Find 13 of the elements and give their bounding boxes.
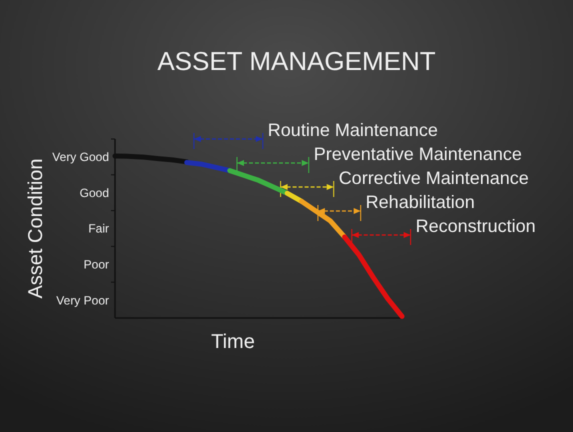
chart-title: ASSET MANAGEMENT <box>157 46 436 76</box>
annotation: Corrective Maintenance <box>338 168 529 188</box>
text: Very Poor <box>56 293 109 308</box>
annotation: Rehabilitation <box>366 192 475 212</box>
text: Reconstruction <box>416 216 536 236</box>
y-axis-title: Asset Condition <box>25 158 47 299</box>
text: Good <box>80 186 109 200</box>
text: Routine Maintenance <box>268 120 438 140</box>
annotation: Preventative Maintenance <box>314 144 522 164</box>
x-axis-title: Time <box>211 331 255 353</box>
text: Fair <box>88 222 109 236</box>
text: Poor <box>84 258 109 272</box>
text: Very Good <box>52 150 109 164</box>
